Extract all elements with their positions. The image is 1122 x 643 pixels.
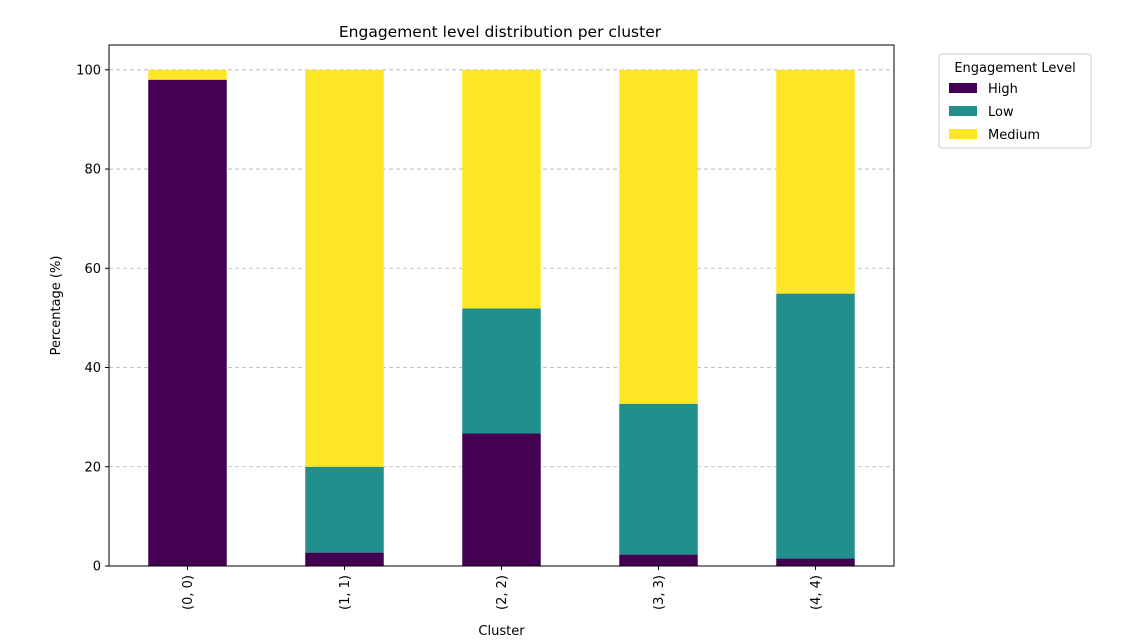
bar-low-4 — [776, 293, 855, 559]
legend-swatch-high — [949, 83, 977, 93]
bar-medium-1 — [305, 69, 384, 467]
bar-high-4 — [776, 558, 855, 566]
chart-title: Engagement level distribution per cluste… — [339, 23, 662, 41]
x-tick-label: (1, 1) — [338, 575, 353, 610]
x-axis: (0, 0) (1, 1) (2, 2) (3, 3) (4, 4) — [181, 566, 824, 610]
x-tick-label: (4, 4) — [809, 575, 824, 610]
legend-swatch-low — [949, 106, 977, 116]
legend: Engagement Level High Low Medium — [938, 53, 1092, 149]
legend-box — [938, 53, 1092, 149]
y-tick-label: 60 — [84, 262, 101, 277]
bar-high-2 — [462, 433, 541, 566]
bar-high-3 — [619, 554, 698, 566]
bars — [148, 69, 855, 566]
bar-medium-4 — [776, 69, 855, 294]
y-tick-label: 40 — [84, 361, 101, 376]
y-tick-label: 20 — [84, 460, 101, 475]
bar-medium-3 — [619, 69, 698, 404]
legend-label-high: High — [988, 82, 1018, 97]
legend-label-low: Low — [988, 105, 1014, 120]
bar-high-1 — [305, 552, 384, 566]
y-tick-label: 0 — [93, 560, 101, 575]
x-tick-label: (3, 3) — [652, 575, 667, 610]
legend-items: High Low Medium — [949, 82, 1040, 143]
bar-low-3 — [619, 403, 698, 555]
bar-high-0 — [148, 79, 227, 566]
legend-title: Engagement Level — [954, 61, 1075, 76]
bar-low-2 — [462, 308, 541, 434]
y-tick-label: 100 — [76, 63, 101, 78]
y-axis: 0 20 40 60 80 100 — [76, 63, 109, 575]
x-axis-label: Cluster — [478, 624, 525, 639]
legend-swatch-medium — [949, 129, 977, 139]
bar-medium-0 — [148, 69, 227, 80]
x-tick-label: (2, 2) — [495, 575, 510, 610]
bar-low-1 — [305, 466, 384, 553]
y-axis-label: Percentage (%) — [49, 256, 64, 356]
y-tick-label: 80 — [84, 163, 101, 178]
x-tick-label: (0, 0) — [181, 575, 196, 610]
legend-label-medium: Medium — [988, 128, 1040, 143]
bar-medium-2 — [462, 69, 541, 309]
